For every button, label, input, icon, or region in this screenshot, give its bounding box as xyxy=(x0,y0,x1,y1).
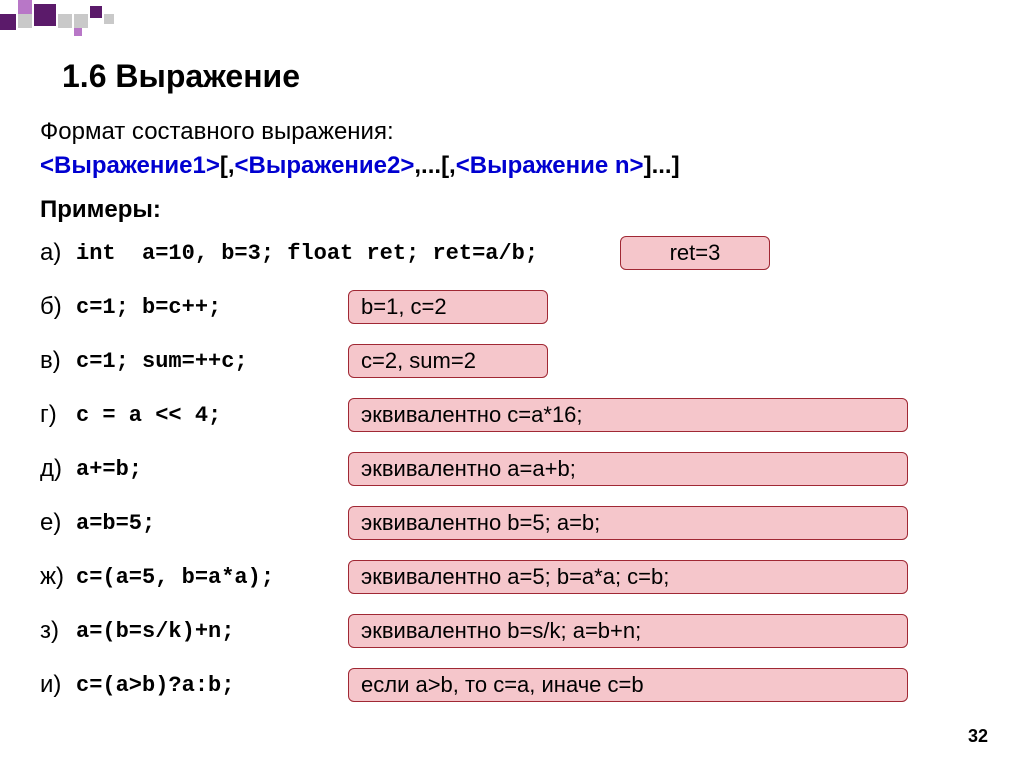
example-row-code: c=1; b=c++; xyxy=(76,295,221,320)
example-result-box: эквивалентно b=s/k; a=b+n; xyxy=(348,614,908,648)
format-expression: <Выражение1>[,<Выражение2>,...[,<Выражен… xyxy=(40,152,680,180)
slide-title: 1.6 Выражение xyxy=(62,58,300,95)
decoration-square xyxy=(18,0,32,14)
example-result-box: эквивалентно b=5; a=b; xyxy=(348,506,908,540)
decoration-square xyxy=(90,6,102,18)
example-row-code: a=b=5; xyxy=(76,511,155,536)
example-row-label: в) xyxy=(40,347,76,375)
decoration-square xyxy=(34,4,56,26)
format-part-2: [, xyxy=(220,152,235,179)
examples-label: Примеры: xyxy=(40,196,161,224)
example-row-label: и) xyxy=(40,671,76,699)
example-row-code: c = a << 4; xyxy=(76,403,221,428)
example-result-box: эквивалентно a=5; b=a*a; c=b; xyxy=(348,560,908,594)
example-row-label: а) xyxy=(40,239,76,267)
format-subtitle: Формат составного выражения: xyxy=(40,118,394,146)
example-result-box: ret=3 xyxy=(620,236,770,270)
format-part-3: <Выражение2> xyxy=(235,152,415,179)
example-row-code: a=(b=s/k)+n; xyxy=(76,619,234,644)
example-result-box: c=2, sum=2 xyxy=(348,344,548,378)
corner-decoration xyxy=(0,0,160,50)
example-row-label: б) xyxy=(40,293,76,321)
example-result-box: эквивалентно a=a+b; xyxy=(348,452,908,486)
example-row: ж)c=(a=5, b=a*a); эквивалентно a=5; b=a*a… xyxy=(40,562,984,592)
decoration-square xyxy=(0,14,16,30)
example-row: г)c = a << 4; эквивалентно c=a*16; xyxy=(40,400,984,430)
example-row-code: c=(a>b)?a:b; xyxy=(76,673,234,698)
example-row-label: д) xyxy=(40,455,76,483)
example-row-code: c=1; sum=++c; xyxy=(76,349,248,374)
example-row: а)int a=10, b=3; float ret; ret=a/b; ret=… xyxy=(40,238,984,268)
format-part-4: ,...[, xyxy=(414,152,455,179)
example-row-label: ж) xyxy=(40,563,76,591)
example-row: е)a=b=5; эквивалентно b=5; a=b; xyxy=(40,508,984,538)
example-result-box: b=1, c=2 xyxy=(348,290,548,324)
example-row-label: г) xyxy=(40,401,76,429)
example-row-code: c=(a=5, b=a*a); xyxy=(76,565,274,590)
example-result-box: если a>b, то c=a, иначе c=b xyxy=(348,668,908,702)
format-part-6: ]...] xyxy=(644,152,680,179)
decoration-square xyxy=(74,14,88,28)
example-result-box: эквивалентно c=a*16; xyxy=(348,398,908,432)
decoration-square xyxy=(104,14,114,24)
example-row-code: int a=10, b=3; float ret; ret=a/b; xyxy=(76,241,538,266)
format-part-5: <Выражение n> xyxy=(456,152,644,179)
example-row: д)a+=b; эквивалентно a=a+b; xyxy=(40,454,984,484)
decoration-square xyxy=(74,28,82,36)
example-row-label: з) xyxy=(40,617,76,645)
decoration-square xyxy=(18,14,32,28)
format-part-1: <Выражение1> xyxy=(40,152,220,179)
example-row: и)c=(a>b)?a:b; если a>b, то c=a, иначе c=… xyxy=(40,670,984,700)
decoration-square xyxy=(58,14,72,28)
example-rows: а)int a=10, b=3; float ret; ret=a/b; ret=… xyxy=(40,238,984,724)
example-row-label: е) xyxy=(40,509,76,537)
page-number: 32 xyxy=(968,726,988,747)
example-row: з)a=(b=s/k)+n; эквивалентно b=s/k; a=b+n; xyxy=(40,616,984,646)
example-row: в)c=1; sum=++c; c=2, sum=2 xyxy=(40,346,984,376)
example-row: б)c=1; b=c++; b=1, c=2 xyxy=(40,292,984,322)
example-row-code: a+=b; xyxy=(76,457,142,482)
